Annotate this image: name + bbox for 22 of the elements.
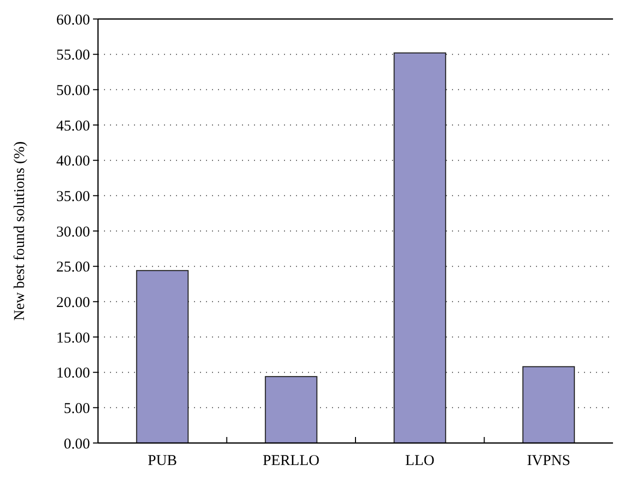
- x-tick-label: LLO: [405, 453, 435, 469]
- y-tick-label: 60.00: [56, 12, 90, 28]
- y-tick-label: 25.00: [56, 260, 90, 276]
- y-tick-label: 30.00: [56, 224, 90, 240]
- bar: [394, 52, 446, 444]
- x-tick-label: PERLLO: [262, 453, 320, 469]
- bar: [136, 270, 189, 444]
- bar: [264, 376, 318, 444]
- y-tick-label: 45.00: [56, 118, 90, 134]
- y-axis-title: New best found solutions (%): [12, 141, 28, 321]
- y-tick-label: 10.00: [56, 366, 90, 382]
- y-tick-label: 20.00: [56, 294, 90, 311]
- x-tick-label: IVPNS: [526, 453, 570, 469]
- x-tick-label: PUB: [148, 453, 177, 469]
- y-tick-label: 55.00: [56, 48, 90, 64]
- y-tick-label: 40.00: [56, 154, 90, 170]
- bar: [522, 366, 575, 444]
- y-tick-label: 35.00: [56, 188, 90, 205]
- y-tick-label: 50.00: [56, 82, 90, 99]
- y-tick-label: 15.00: [56, 330, 90, 346]
- y-tick-label: 0.00: [64, 436, 90, 452]
- y-tick-label: 5.00: [64, 400, 90, 417]
